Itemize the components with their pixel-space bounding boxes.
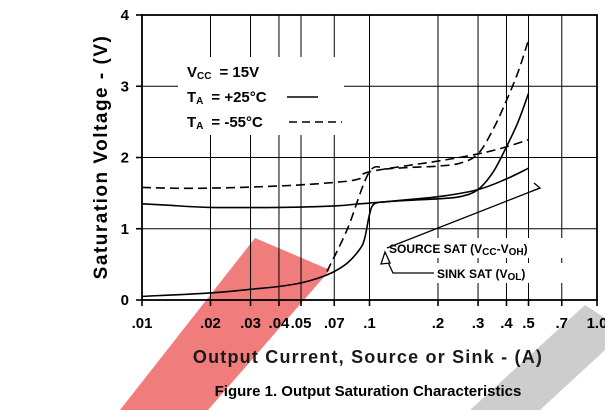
sink-sat-leader [385,257,434,274]
x-axis-ticks: .01 .02 .03 .04.05 .07 .1 .2 .3 .4 .5 .7 1.0 [132,300,605,332]
x-tick-label: .05 [291,315,312,332]
series-line [326,39,530,272]
y-axis-ticks: 0 1 2 3 4 [121,7,142,309]
y-axis-label: Saturation Voltage - (V) [91,35,112,280]
x-tick-label: .7 [556,315,569,332]
sink-sat-label: SINK SAT (VOL) [437,267,525,283]
y-tick-label: 0 [121,292,129,309]
x-tick-label: .3 [472,315,485,332]
x-tick-label: .03 [240,315,261,332]
ta-55-condition: TA = -55°C [187,114,263,132]
vcc-condition: VCC = 15V [187,64,259,82]
sink-sat-arrowhead [380,250,391,265]
chart-title: Figure 1. Output Saturation Characterist… [215,383,522,400]
x-tick-label: .04 [269,315,291,332]
x-tick-label: 1.0 [587,315,605,332]
source-sat-label: SOURCE SAT (VCC-VOH) [389,242,528,258]
y-tick-label: 1 [121,221,129,238]
watermark-red-swoosh [120,238,330,410]
x-tick-label: .1 [363,315,376,332]
source-annotation-bg [386,238,596,258]
series [141,39,530,298]
source-sat-arrowhead [531,182,542,192]
sink-annotation-bg [433,263,593,283]
x-tick-label: .2 [432,315,445,332]
y-tick-label: 3 [121,78,129,95]
x-tick-label: .07 [324,315,345,332]
y-tick-label: 2 [121,150,129,167]
x-axis-label: Output Current, Source or Sink - (A) [193,347,543,367]
x-tick-label: .01 [132,315,153,332]
x-tick-label: .4 [500,315,513,332]
watermark [120,238,605,410]
series-line [141,138,529,190]
x-tick-label: .02 [200,315,221,332]
series-line [141,167,529,209]
ta-25-condition: TA = +25°C [187,89,267,107]
source-sat-leader [386,187,541,249]
series-line [141,93,530,298]
conditions-block: VCC = 15V TA = +25°C TA = -55°C [178,57,344,135]
watermark-grey-swoosh [470,305,605,410]
y-tick-label: 4 [121,7,130,24]
x-tick-label: .5 [522,315,535,332]
annotations: SOURCE SAT (VCC-VOH) SINK SAT (VOL) [380,182,596,283]
